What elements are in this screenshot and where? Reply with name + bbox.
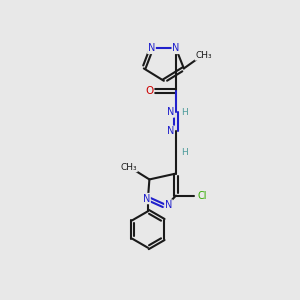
Text: N: N [167, 107, 174, 117]
Text: H: H [181, 107, 188, 116]
Text: CH₃: CH₃ [195, 51, 212, 60]
Text: N: N [148, 44, 155, 53]
Text: N: N [165, 200, 172, 210]
Text: H: H [182, 148, 188, 157]
Text: Cl: Cl [197, 190, 207, 201]
Text: CH₃: CH₃ [121, 163, 137, 172]
Text: N: N [172, 44, 180, 53]
Text: O: O [145, 86, 154, 96]
Text: N: N [167, 126, 174, 136]
Text: N: N [143, 194, 150, 204]
